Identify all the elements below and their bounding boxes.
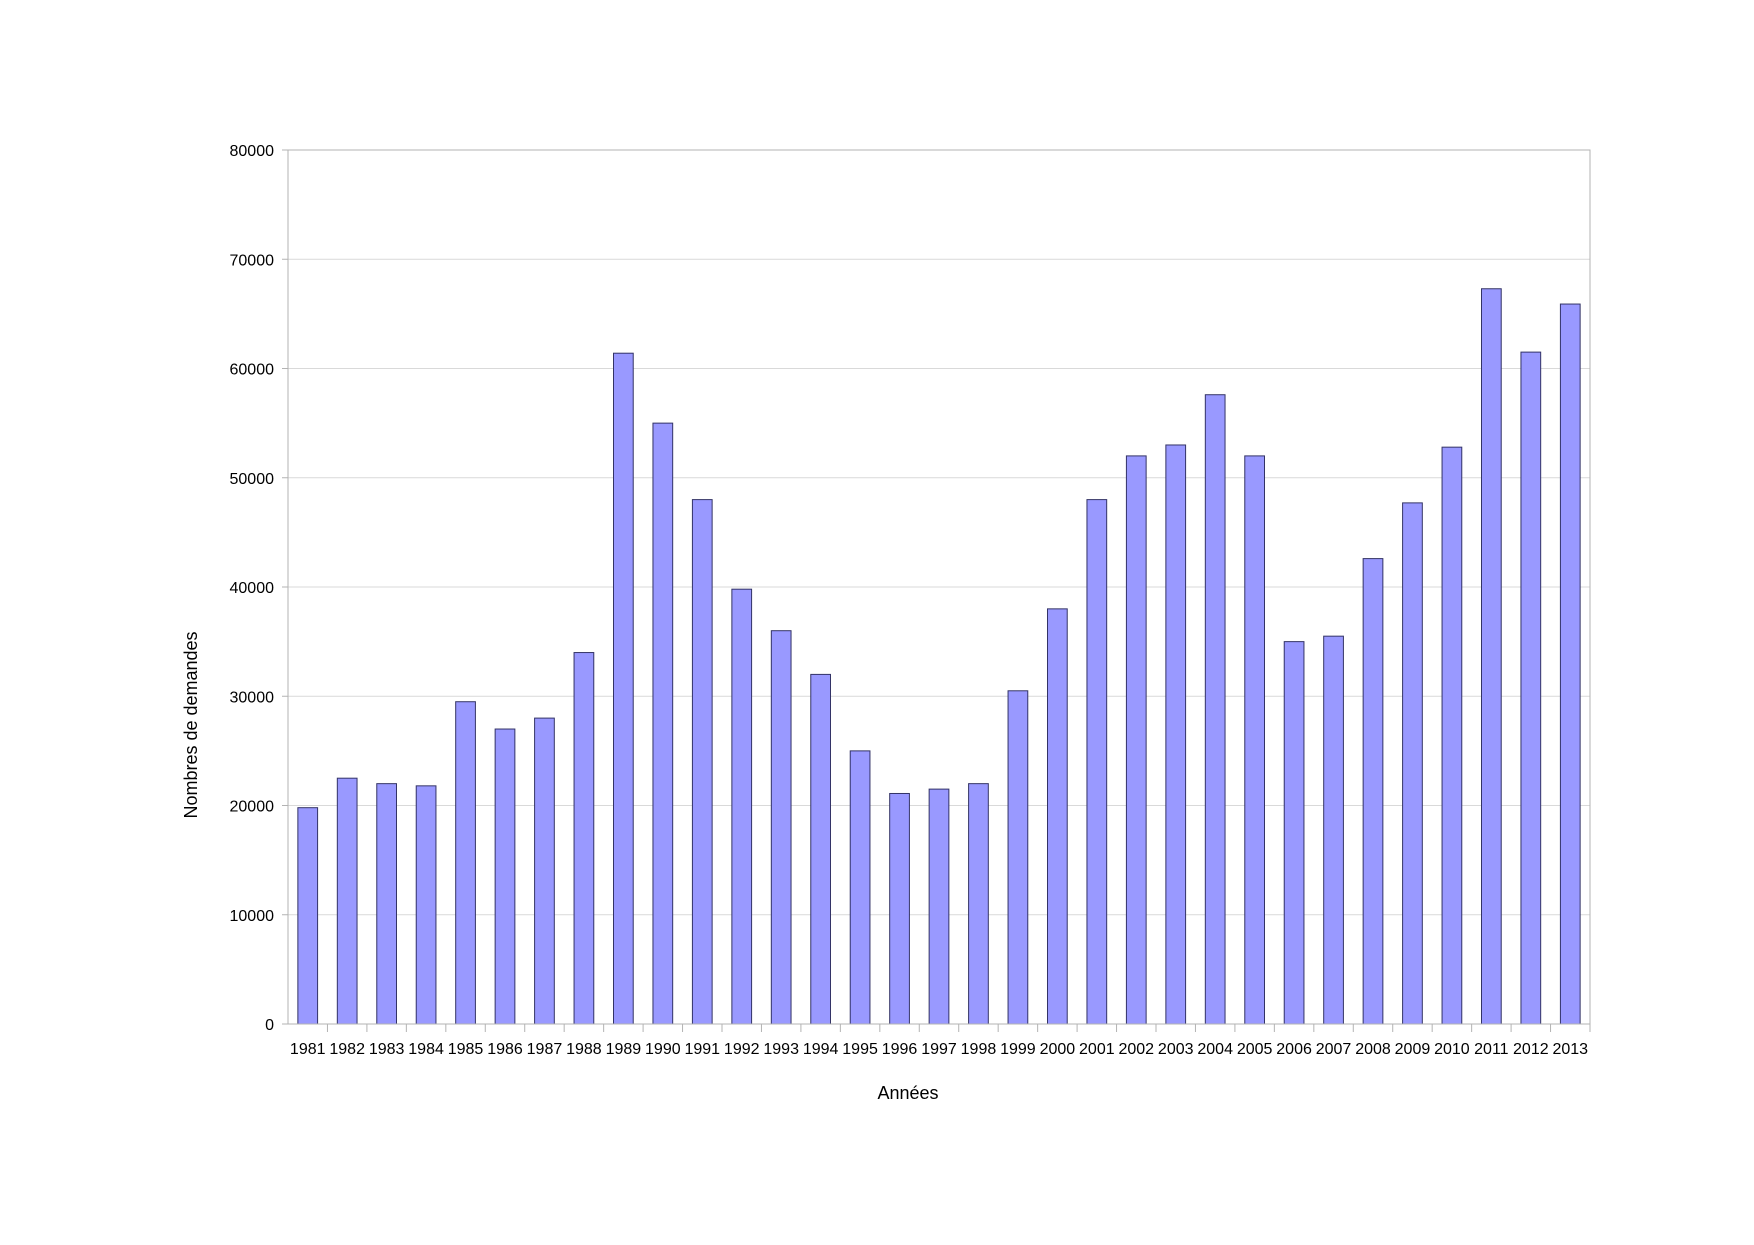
bar-1988: [573, 652, 595, 1025]
bar-2012: [1520, 351, 1542, 1025]
x-tick-label-2011: 2011: [1474, 1041, 1509, 1058]
x-tick-label-1983: 1983: [369, 1041, 405, 1058]
bar-1983: [376, 783, 398, 1025]
y-tick-label: 30000: [230, 689, 275, 706]
x-tick-label-2009: 2009: [1395, 1041, 1431, 1058]
bar-1987: [534, 717, 555, 1025]
bar-2002: [1125, 455, 1147, 1025]
x-tick-label-2006: 2006: [1276, 1041, 1312, 1058]
bar-1982: [336, 777, 358, 1025]
bar-1986: [494, 728, 516, 1025]
x-tick-label-1986: 1986: [487, 1041, 523, 1058]
bar-2007: [1323, 635, 1344, 1025]
x-tick-label-1992: 1992: [724, 1041, 760, 1058]
bar-2004: [1204, 394, 1226, 1025]
x-tick-label-2012: 2012: [1513, 1041, 1549, 1058]
x-tick-label-1998: 1998: [961, 1041, 997, 1058]
x-tick-label-1990: 1990: [645, 1041, 681, 1058]
x-tick-labels: 1981 1982 1983 1984 1985 1986 1987 1988 1989 1990…: [290, 1041, 1588, 1058]
bar-2011: [1481, 288, 1502, 1025]
bar-1998: [968, 783, 989, 1025]
x-tick-label-1984: 1984: [408, 1041, 444, 1058]
bar-2009: [1402, 502, 1423, 1025]
y-tick-label: 60000: [230, 362, 275, 379]
x-tick-label-1989: 1989: [606, 1041, 642, 1058]
bar-1993: [770, 630, 792, 1025]
x-tick-label-1981: 1981: [290, 1041, 326, 1058]
x-tick-label-1996: 1996: [882, 1041, 918, 1058]
x-tick-label-1997: 1997: [921, 1041, 957, 1058]
bar-2000: [1047, 608, 1068, 1025]
x-tick-label-1994: 1994: [803, 1041, 839, 1058]
bar-1997: [928, 788, 950, 1025]
x-tick-label-2010: 2010: [1434, 1041, 1470, 1058]
x-tick-label-2004: 2004: [1197, 1041, 1233, 1058]
bar-1995: [849, 750, 871, 1025]
x-tick-label-2013: 2013: [1552, 1041, 1588, 1058]
bar-2013: [1559, 303, 1581, 1025]
x-tick-label-2008: 2008: [1355, 1041, 1391, 1058]
bar-1985: [455, 701, 476, 1025]
y-tick-label: 10000: [230, 908, 275, 925]
bar-1984: [415, 785, 437, 1025]
y-tick-label: 50000: [230, 471, 275, 488]
x-tick-label-1987: 1987: [527, 1041, 563, 1058]
y-tick-label: 40000: [230, 580, 275, 597]
bar-2010: [1441, 446, 1463, 1025]
x-tick-label-2002: 2002: [1118, 1041, 1154, 1058]
x-tick-label-2003: 2003: [1158, 1041, 1194, 1058]
y-tick-label: 80000: [230, 143, 275, 160]
bar-1994: [810, 673, 831, 1025]
bar-1999: [1007, 690, 1029, 1025]
x-tick-label-1995: 1995: [842, 1041, 878, 1058]
x-tick-label-2005: 2005: [1237, 1041, 1273, 1058]
x-tick-label-1982: 1982: [329, 1041, 365, 1058]
bar-1981: [297, 807, 319, 1025]
x-tick-label-1999: 1999: [1000, 1041, 1036, 1058]
x-tick-label-2001: 2001: [1079, 1041, 1115, 1058]
x-tick-label-1988: 1988: [566, 1041, 602, 1058]
y-tick-label: 70000: [230, 252, 275, 269]
bar-2006: [1283, 641, 1305, 1025]
bar-1996: [889, 792, 910, 1025]
bar-2003: [1165, 444, 1187, 1025]
y-tick-label: 0: [265, 1017, 274, 1034]
axes: [282, 149, 1591, 1032]
x-tick-label-1991: 1991: [684, 1041, 720, 1058]
x-tick-label-1985: 1985: [448, 1041, 484, 1058]
y-tick-labels: 0 10000 20000 30000 40000 50000 60000 70000 8000…: [230, 143, 275, 1034]
x-tick-label-2000: 2000: [1040, 1041, 1076, 1058]
bar-2008: [1362, 558, 1384, 1025]
bar-1989: [613, 352, 634, 1025]
bars: [297, 288, 1581, 1025]
y-axis-title: Nombres de demandes: [181, 631, 201, 818]
bar-1992: [731, 588, 753, 1025]
bar-1991: [691, 499, 713, 1025]
bar-2005: [1244, 455, 1265, 1025]
x-axis-title: Années: [877, 1083, 938, 1103]
bar-2001: [1086, 499, 1108, 1025]
x-tick-label-2007: 2007: [1316, 1041, 1352, 1058]
x-tick-label-1993: 1993: [763, 1041, 799, 1058]
y-tick-label: 20000: [230, 799, 275, 816]
plot-frame: [287, 149, 1591, 1025]
bar-1990: [652, 422, 674, 1025]
